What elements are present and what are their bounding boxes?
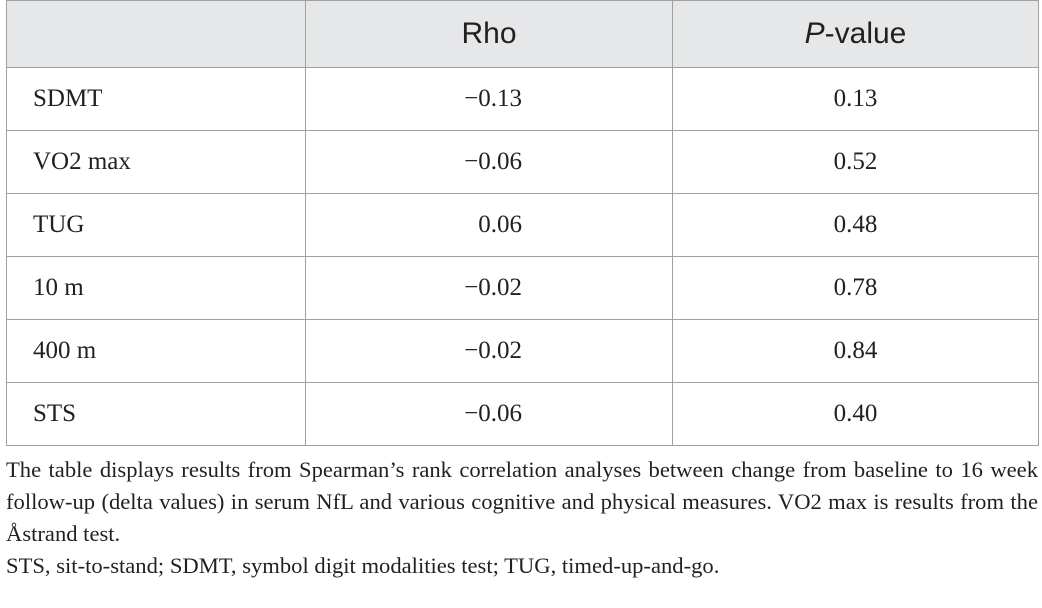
header-text: -value <box>824 17 907 50</box>
table-row: VO2 max −0.06 0.52 <box>6 130 1039 194</box>
table-row: STS −0.06 0.40 <box>6 382 1039 446</box>
table-cell: 400 m <box>6 319 306 383</box>
footnote: The table displays results from Spearman… <box>6 454 1038 582</box>
footnote-abbreviations: STS, sit-to-stand; SDMT, symbol digit mo… <box>6 553 720 578</box>
header-row: Rho P-value <box>6 0 1039 68</box>
table-row: 400 m −0.02 0.84 <box>6 319 1039 383</box>
table-cell: 0.13 <box>672 67 1039 131</box>
table-body: SDMT −0.13 0.13 VO2 max −0.06 0.52 TUG 0.06 0.48… <box>6 67 1039 446</box>
table-cell: 0.78 <box>672 256 1039 320</box>
header-cell: Rho <box>305 0 673 68</box>
table-cell: 0.40 <box>672 382 1039 446</box>
table-row: 10 m −0.02 0.78 <box>6 256 1039 320</box>
header-cell: P-value <box>672 0 1039 68</box>
table-row: TUG 0.06 0.48 <box>6 193 1039 257</box>
table-cell: TUG <box>6 193 306 257</box>
table-cell: 0.52 <box>672 130 1039 194</box>
footnote-description: The table displays results from Spearman… <box>6 457 1038 546</box>
table-cell: 0.48 <box>672 193 1039 257</box>
table-cell: 0.84 <box>672 319 1039 383</box>
table-cell: SDMT <box>6 67 306 131</box>
table-cell: STS <box>6 382 306 446</box>
table-cell: −0.06 <box>305 382 673 446</box>
table-cell: 0.06 <box>305 193 673 257</box>
results-table: Rho P-value SDMT −0.13 0.13 VO2 max −0.06 0.5… <box>6 0 1039 446</box>
table-cell: −0.06 <box>305 130 673 194</box>
table-cell: −0.02 <box>305 256 673 320</box>
table-cell: 10 m <box>6 256 306 320</box>
table-cell: VO2 max <box>6 130 306 194</box>
header-cell <box>6 0 306 68</box>
table-cell: −0.13 <box>305 67 673 131</box>
table-cell: −0.02 <box>305 319 673 383</box>
table-row: SDMT −0.13 0.13 <box>6 67 1039 131</box>
header-italic: P <box>804 17 825 50</box>
